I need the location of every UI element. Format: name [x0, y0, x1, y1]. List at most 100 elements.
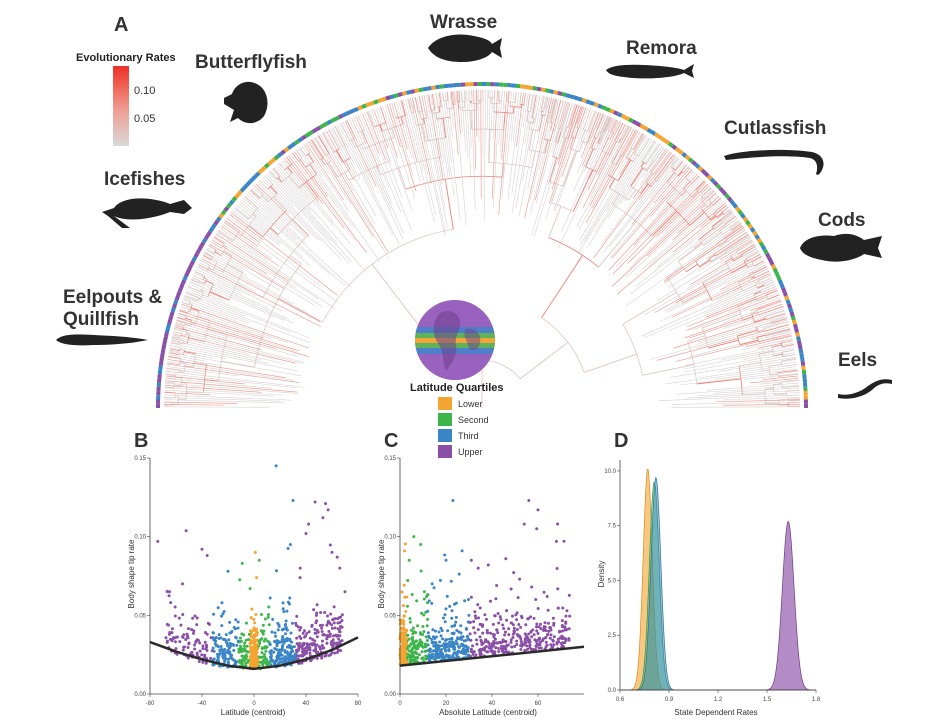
scatter-point [469, 647, 473, 651]
tree-tip [442, 92, 452, 162]
tree-branch [741, 254, 744, 257]
tree-branch [269, 171, 277, 180]
scatter-point [246, 650, 250, 654]
tree-tip [751, 328, 791, 340]
scatter-point [338, 630, 342, 634]
scatter-point [405, 629, 409, 633]
tree-branch [455, 91, 458, 102]
tree-tip [618, 131, 641, 170]
scatter-point [444, 649, 448, 653]
scatter-point [173, 614, 177, 618]
scatter-point [546, 632, 550, 636]
scatter-point [209, 656, 213, 660]
tree-branch [617, 159, 631, 181]
ring-segment [657, 134, 664, 141]
scatter-point [542, 590, 546, 594]
scatter-point [434, 654, 438, 658]
tree-tip [726, 264, 767, 285]
tree-tip [235, 206, 281, 244]
tree-tip [317, 135, 389, 253]
tree-tip [557, 104, 578, 165]
tree-branch [742, 248, 758, 257]
tree-branch [587, 137, 591, 144]
tree-tip [357, 115, 390, 188]
scatter-point [419, 543, 423, 547]
tree-tip [625, 223, 742, 307]
scatter-point [290, 645, 294, 649]
scatter-point [254, 662, 258, 666]
tree-branch [687, 335, 706, 342]
scatter-point [495, 583, 499, 587]
eel-silhouette-icon [838, 379, 892, 399]
tree-branch [307, 153, 314, 162]
tree-tip [409, 98, 429, 176]
ring-segment [577, 96, 583, 102]
scatter-point [281, 661, 285, 665]
tree-branch [713, 222, 723, 230]
ring-segment [171, 303, 178, 309]
scatter-point [254, 653, 258, 657]
ring-segment [694, 162, 701, 169]
y-tick-label: 0.15 [134, 456, 146, 462]
scatter-point [430, 638, 434, 642]
tree-tip [233, 208, 280, 246]
scatter-point [490, 645, 494, 649]
tree-branch [269, 227, 279, 236]
scatter-point [182, 645, 186, 649]
tree-tip [675, 255, 762, 304]
ring-segment [691, 160, 697, 166]
tree-branch [184, 295, 198, 302]
scatter-point [192, 629, 196, 633]
scatter-point [432, 586, 436, 590]
tree-branch [179, 342, 183, 345]
tree-tip [309, 140, 351, 205]
tree-tip [323, 131, 344, 166]
quartile-swatch-lower [438, 397, 452, 410]
scatter-point [222, 610, 226, 614]
scatter-point [444, 558, 448, 562]
scatter-point [486, 563, 490, 567]
tree-branch [713, 198, 722, 206]
tree-tip [533, 95, 541, 131]
tree-tip [524, 94, 534, 145]
tree-tip [168, 354, 205, 362]
scatter-point [307, 522, 311, 526]
scatter-point [532, 633, 536, 637]
tree-branch [177, 316, 186, 320]
tree-branch [410, 108, 413, 114]
tree-tip [199, 262, 256, 292]
scatter-point [526, 638, 530, 642]
tree-tip [560, 117, 613, 233]
tree-branch [336, 150, 344, 163]
tree-tip [353, 116, 393, 205]
ring-segment [170, 307, 176, 313]
tree-tip [325, 130, 355, 181]
ring-segment [561, 92, 567, 97]
tree-branch [470, 110, 473, 130]
scatter-point [399, 660, 403, 664]
scatter-point [457, 645, 461, 649]
tree-tip [673, 312, 786, 349]
ring-segment [653, 132, 660, 138]
tree-branch [185, 317, 193, 321]
tree-tip [271, 169, 338, 244]
scatter-point [479, 647, 483, 651]
tree-branch [450, 91, 453, 105]
tree-tip [579, 135, 647, 246]
scatter-point [323, 611, 327, 615]
tree-branch [531, 150, 536, 168]
scatter-point [535, 629, 539, 633]
tree-branch [617, 122, 624, 133]
tree-branch [713, 231, 748, 255]
tree-branch [599, 116, 610, 138]
scatter-point [167, 594, 171, 598]
scatter-point [425, 593, 429, 597]
tree-tip [742, 349, 795, 360]
tree-branch [558, 101, 567, 129]
tree-tip [744, 373, 799, 380]
scatter-point [282, 610, 286, 614]
ring-segment [199, 241, 206, 248]
scatter-point [510, 614, 514, 618]
tree-tip [647, 201, 725, 267]
scatter-point [481, 623, 485, 627]
